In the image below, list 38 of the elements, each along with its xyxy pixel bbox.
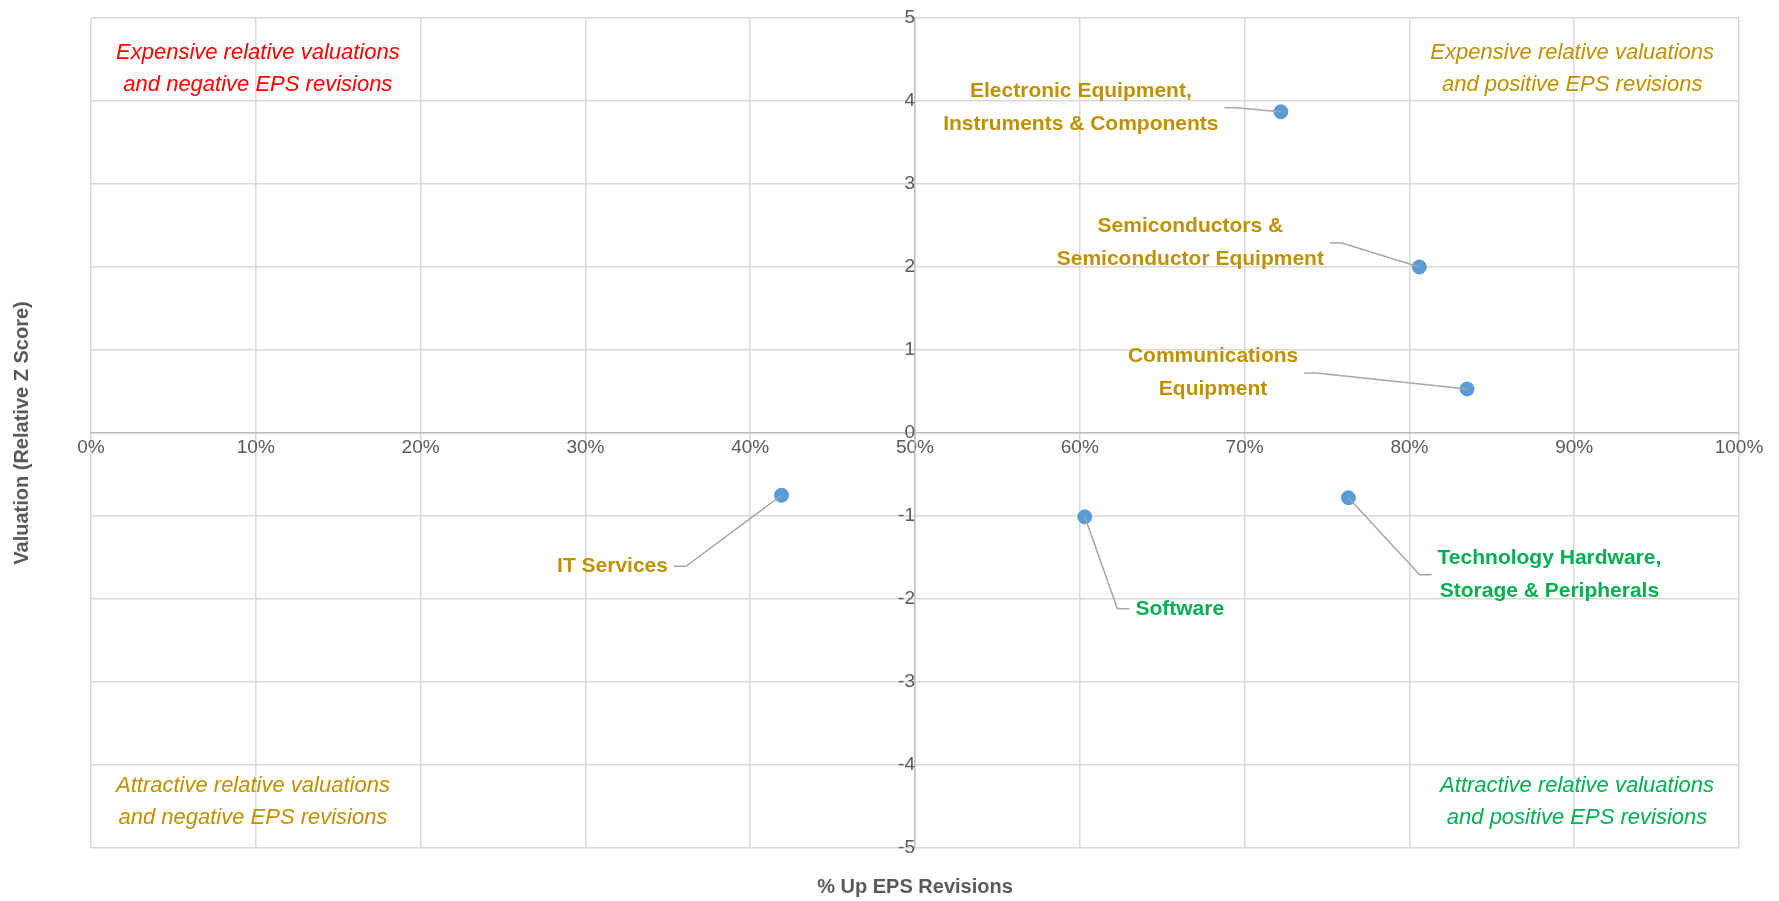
point bbox=[1411, 259, 1427, 275]
x-tick-label: 90% bbox=[1555, 435, 1594, 457]
y-tick-label: -5 bbox=[898, 836, 915, 858]
y-tick-label: -2 bbox=[898, 587, 915, 609]
y-tick-label: -3 bbox=[898, 670, 915, 692]
annotation: Expensive relative valuations and positive EPS revisions bbox=[1430, 39, 1714, 97]
x-axis-title: % Up EPS Revisions bbox=[817, 874, 1013, 897]
y-axis-title: Valuation (Relative Z Score) bbox=[9, 301, 32, 565]
annotation: Communications Equipment bbox=[1127, 343, 1299, 400]
y-tick-label: 3 bbox=[904, 172, 915, 194]
annotation: Attractive relative valuations and negative EPS revisions bbox=[114, 772, 390, 830]
point bbox=[1077, 509, 1093, 525]
annotation: Software bbox=[1135, 595, 1225, 619]
x-tick-label: 40% bbox=[731, 435, 770, 457]
x-tick-label: 70% bbox=[1225, 435, 1264, 457]
y-tick-label: -1 bbox=[898, 504, 915, 526]
annotation: Attractive relative valuations and positive EPS revisions bbox=[1438, 772, 1714, 830]
y-tick-label: -4 bbox=[898, 753, 916, 775]
point bbox=[1340, 490, 1356, 506]
x-tick-label: 80% bbox=[1390, 435, 1429, 457]
y-tick-label: 5 bbox=[904, 6, 915, 28]
y-tick-label: 1 bbox=[904, 338, 915, 360]
annotation: Expensive relative valuations and negative EPS revisions bbox=[116, 39, 400, 97]
x-tick-label: 0% bbox=[77, 435, 105, 457]
x-tick-label: 10% bbox=[236, 435, 275, 457]
annotation: IT Services bbox=[557, 553, 668, 577]
x-tick-label: 100% bbox=[1714, 435, 1764, 457]
point bbox=[1459, 381, 1475, 397]
annotation: Technology Hardware, Storage & Peripherals bbox=[1437, 545, 1662, 602]
y-tick-label: 4 bbox=[904, 89, 916, 111]
y-tick-label: 2 bbox=[904, 255, 915, 277]
annotation: Semiconductors & Semiconductor Equipment bbox=[1056, 213, 1324, 270]
x-tick-label: 20% bbox=[401, 435, 440, 457]
x-tick-label: 60% bbox=[1060, 435, 1099, 457]
point bbox=[1273, 104, 1289, 120]
point bbox=[774, 487, 790, 503]
annotation: Electronic Equipment, Instruments & Components bbox=[943, 78, 1219, 135]
x-tick-label: 30% bbox=[566, 435, 605, 457]
